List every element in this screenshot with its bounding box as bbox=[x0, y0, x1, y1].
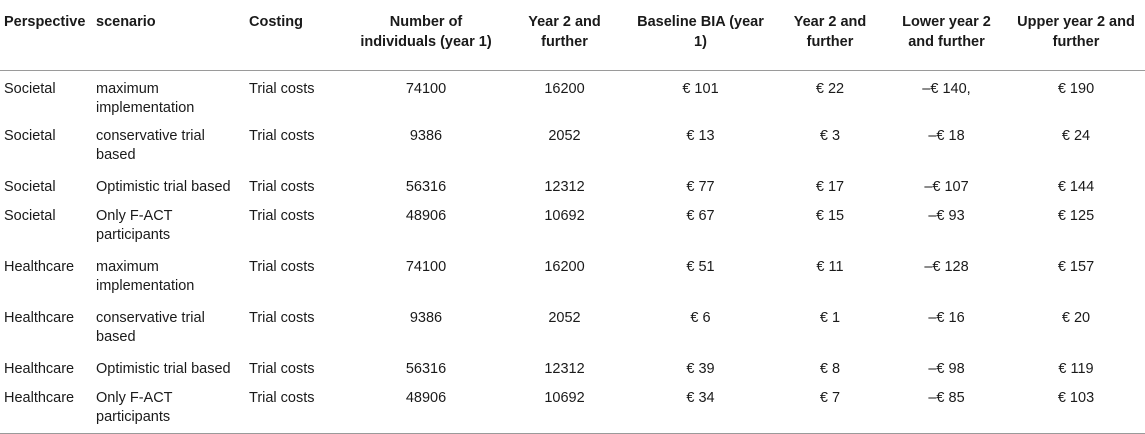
header-lower-year2: Lower year 2 and further bbox=[886, 0, 1007, 71]
cell-number-individuals: 74100 bbox=[405, 80, 447, 97]
header-year2-bia: Year 2 and further bbox=[774, 0, 886, 71]
cell-baseline-bia: € 101 bbox=[682, 80, 719, 97]
cell-scenario: Only F-ACT participants bbox=[96, 207, 173, 243]
cell-upper-year2: € 157 bbox=[1057, 258, 1095, 275]
cell-lower-year2: –€ 128 bbox=[924, 258, 969, 275]
cell-perspective: Healthcare bbox=[0, 385, 92, 434]
header-number-individuals: Number of individuals (year 1) bbox=[350, 0, 502, 71]
cell-costing: Trial costs bbox=[249, 207, 315, 224]
cell-year2-bia: € 22 bbox=[815, 80, 845, 97]
cell-year2-bia: € 11 bbox=[816, 258, 844, 275]
cell-number-individuals: 9386 bbox=[409, 309, 443, 326]
cell-scenario: Only F-ACT participants bbox=[92, 385, 245, 434]
cell-scenario: maximum implementation bbox=[96, 258, 195, 294]
cell-year2-individuals: 10692 bbox=[544, 207, 585, 224]
cell-baseline-bia: € 34 bbox=[627, 385, 774, 434]
cell-year2-individuals: 16200 bbox=[544, 80, 585, 97]
table-row: Healthcare Optimistic trial based Trial … bbox=[0, 357, 1145, 386]
cell-costing: Trial costs bbox=[249, 309, 315, 326]
table-row: Healthcare Only F-ACT participants Trial… bbox=[0, 385, 1145, 434]
header-row: Perspective scenario Costing Number of i… bbox=[0, 0, 1145, 71]
cell-number-individuals: 56316 bbox=[405, 178, 447, 195]
cell-lower-year2: –€ 16 bbox=[928, 309, 965, 326]
header-year2-individuals: Year 2 and further bbox=[502, 0, 627, 71]
cell-perspective: Societal bbox=[4, 178, 56, 195]
cell-year2-bia: € 7 bbox=[774, 385, 886, 434]
cell-year2-bia: € 1 bbox=[819, 309, 841, 326]
cell-costing: Trial costs bbox=[249, 360, 315, 377]
table-header: Perspective scenario Costing Number of i… bbox=[0, 0, 1145, 71]
cell-costing: Trial costs bbox=[249, 80, 315, 97]
cell-year2-individuals: 12312 bbox=[544, 360, 585, 377]
cell-number-individuals: 56316 bbox=[405, 360, 447, 377]
table-row: Societal Optimistic trial based Trial co… bbox=[0, 175, 1145, 204]
cell-costing: Trial costs bbox=[249, 178, 315, 195]
header-upper-year2: Upper year 2 and further bbox=[1007, 0, 1145, 71]
cell-scenario: conservative trial based bbox=[96, 127, 205, 163]
table-row: Societal conservative trial based Trial … bbox=[0, 124, 1145, 175]
header-perspective: Perspective bbox=[0, 0, 92, 71]
cell-upper-year2: € 144 bbox=[1057, 178, 1095, 195]
cell-scenario: maximum implementation bbox=[96, 80, 195, 116]
cell-perspective: Societal bbox=[4, 127, 56, 144]
cell-lower-year2: –€ 18 bbox=[928, 127, 965, 144]
cell-perspective: Societal bbox=[4, 207, 56, 224]
cell-upper-year2: € 190 bbox=[1057, 80, 1095, 97]
cell-number-individuals: 48906 bbox=[350, 385, 502, 434]
cell-baseline-bia: € 39 bbox=[686, 360, 715, 377]
cell-upper-year2: € 119 bbox=[1058, 360, 1094, 377]
cell-scenario: Optimistic trial based bbox=[96, 360, 231, 377]
cell-perspective: Healthcare bbox=[4, 360, 75, 377]
cell-lower-year2: –€ 140, bbox=[922, 80, 971, 97]
cell-baseline-bia: € 67 bbox=[686, 207, 715, 224]
cell-perspective: Healthcare bbox=[4, 309, 75, 326]
cell-number-individuals: 9386 bbox=[409, 127, 443, 144]
cell-lower-year2: –€ 98 bbox=[928, 360, 965, 377]
table-row: Healthcare maximum implementation Trial … bbox=[0, 255, 1145, 306]
table-row: Societal Only F-ACT participants Trial c… bbox=[0, 204, 1145, 255]
cell-year2-individuals: 12312 bbox=[544, 178, 585, 195]
header-costing: Costing bbox=[245, 0, 350, 71]
cell-perspective: Healthcare bbox=[4, 258, 75, 275]
cell-number-individuals: 74100 bbox=[405, 258, 447, 275]
cell-scenario: conservative trial based bbox=[96, 309, 205, 345]
cell-year2-bia: € 15 bbox=[815, 207, 845, 224]
cell-costing: Trial costs bbox=[249, 258, 315, 275]
cell-baseline-bia: € 77 bbox=[686, 178, 715, 195]
table-row: Societal maximum implementation Trial co… bbox=[0, 70, 1145, 124]
cell-costing: Trial costs bbox=[245, 385, 350, 434]
cell-scenario: Optimistic trial based bbox=[96, 178, 231, 195]
cell-lower-year2: –€ 85 bbox=[886, 385, 1007, 434]
cell-baseline-bia: € 13 bbox=[686, 127, 715, 144]
cell-upper-year2: € 103 bbox=[1007, 385, 1145, 434]
cell-upper-year2: € 20 bbox=[1061, 309, 1091, 326]
cell-year2-bia: € 3 bbox=[819, 127, 841, 144]
cell-perspective: Societal bbox=[4, 80, 56, 97]
header-scenario: scenario bbox=[92, 0, 245, 71]
cell-number-individuals: 48906 bbox=[405, 207, 447, 224]
cell-lower-year2: –€ 107 bbox=[924, 178, 969, 195]
cell-year2-bia: € 8 bbox=[819, 360, 841, 377]
table-row: Healthcare conservative trial based Tria… bbox=[0, 306, 1145, 357]
cell-baseline-bia: € 6 bbox=[690, 309, 711, 326]
cell-upper-year2: € 24 bbox=[1061, 127, 1091, 144]
cell-baseline-bia: € 51 bbox=[686, 258, 715, 275]
cell-year2-bia: € 17 bbox=[815, 178, 845, 195]
cell-year2-individuals: 2052 bbox=[548, 309, 581, 326]
cell-year2-individuals: 16200 bbox=[544, 258, 585, 275]
table-body: Societal maximum implementation Trial co… bbox=[0, 70, 1145, 434]
cell-costing: Trial costs bbox=[249, 127, 315, 144]
cell-year2-individuals: 2052 bbox=[548, 127, 581, 144]
cell-upper-year2: € 125 bbox=[1057, 207, 1095, 224]
cell-year2-individuals: 10692 bbox=[502, 385, 627, 434]
cell-lower-year2: –€ 93 bbox=[928, 207, 965, 224]
header-baseline-bia: Baseline BIA (year 1) bbox=[627, 0, 774, 71]
